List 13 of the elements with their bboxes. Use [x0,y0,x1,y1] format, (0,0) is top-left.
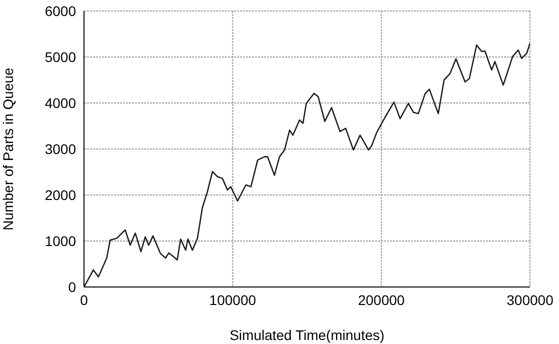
y-tick-label: 3000 [44,140,76,157]
y-tick-label: 1000 [44,232,76,249]
y-axis-title: Number of Parts in Queue [0,67,16,230]
y-tick-label: 5000 [44,48,76,65]
x-tick-label: 0 [80,292,88,308]
y-tick-label: 2000 [44,186,76,203]
x-tick-label: 300000 [506,292,554,308]
x-axis-title: Simulated Time(minutes) [230,327,384,343]
y-tick-label: 0 [68,278,76,295]
y-tick-label: 6000 [44,2,76,19]
y-tick-label: 4000 [44,94,76,111]
x-tick-label: 100000 [209,292,256,308]
x-tick-label: 200000 [358,292,405,308]
